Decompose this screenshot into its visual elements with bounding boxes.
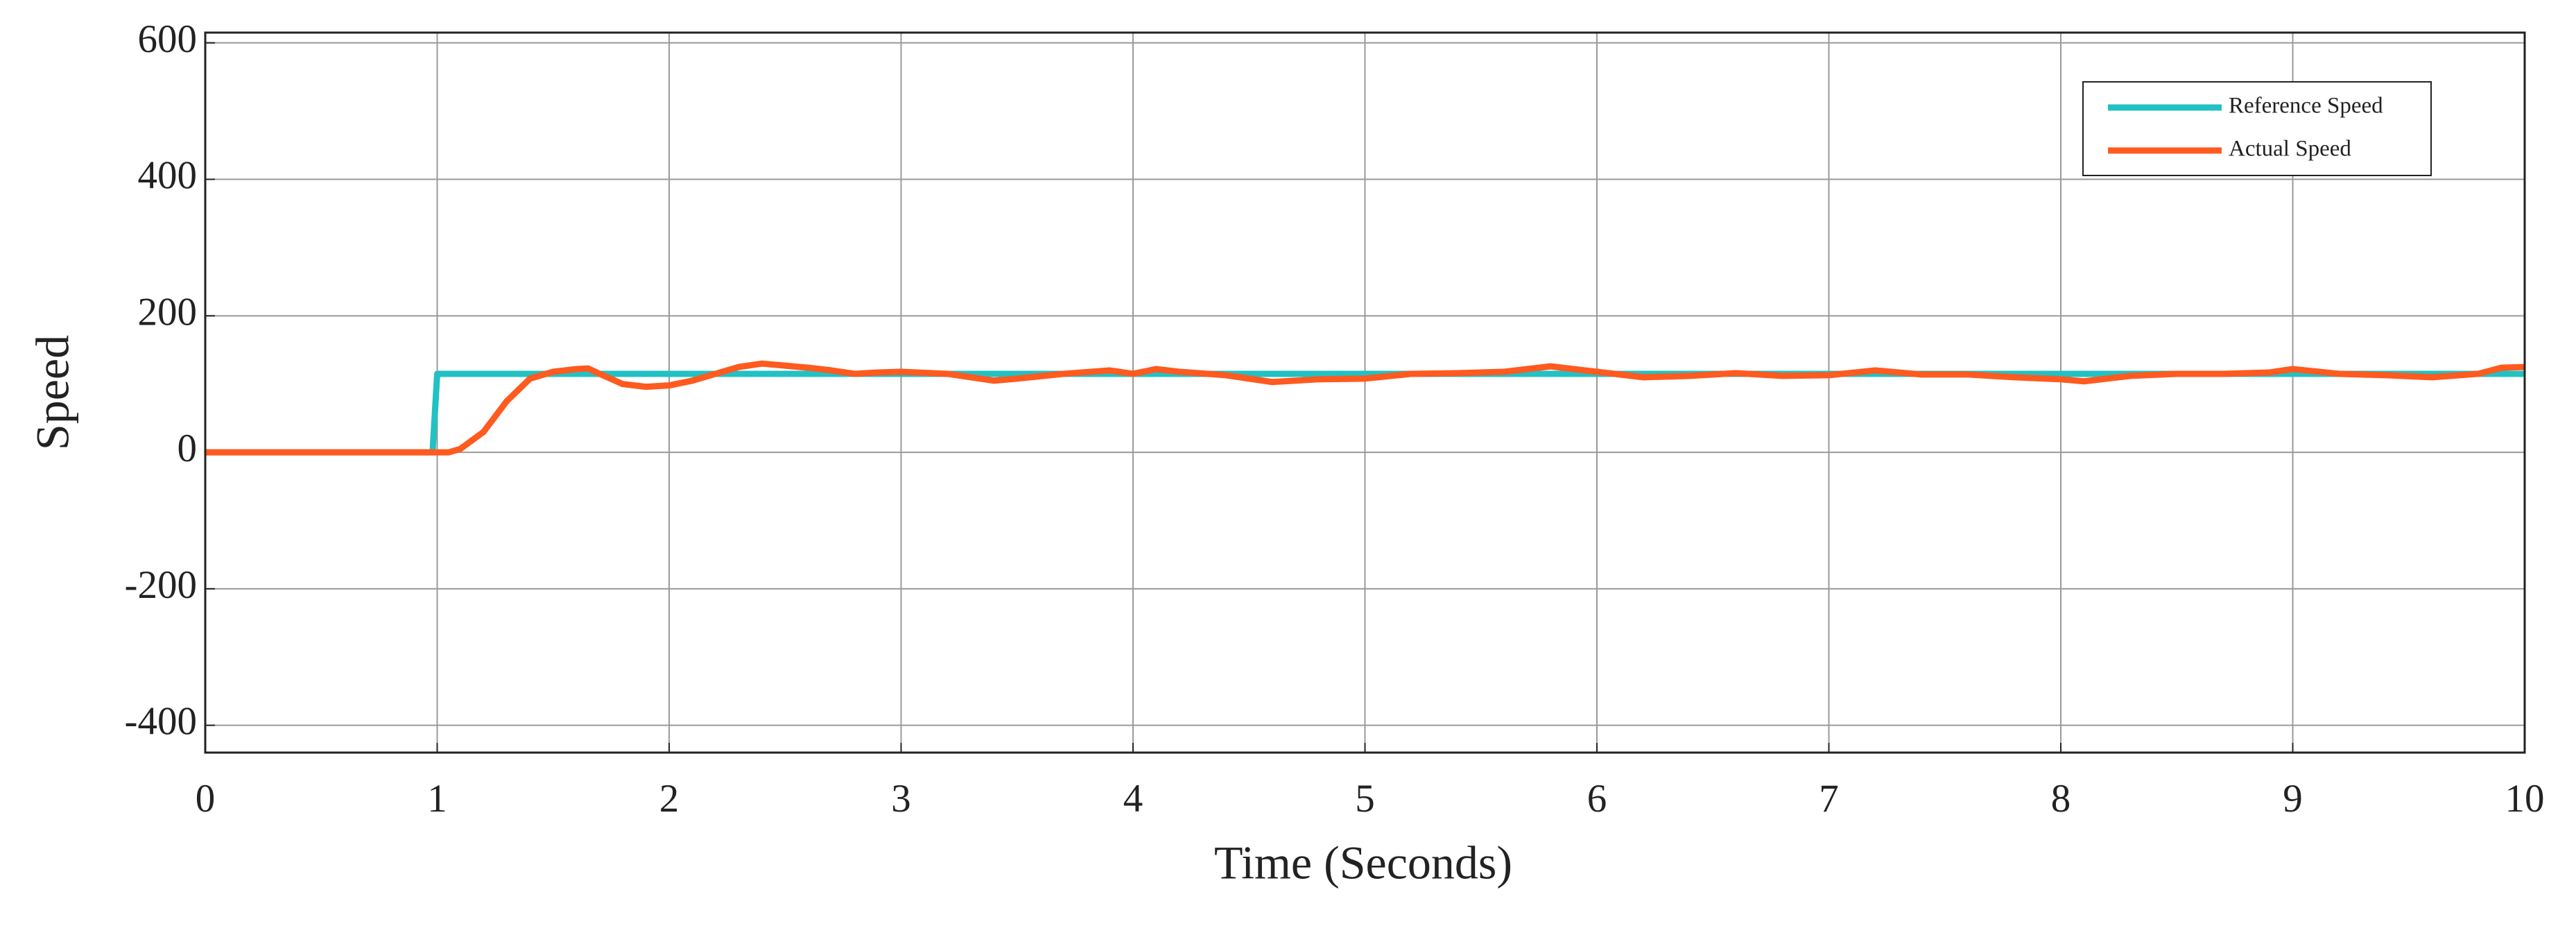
x-tick-label: 4 [1123, 777, 1143, 821]
series-line [205, 360, 2525, 456]
plot-border [204, 31, 2526, 754]
legend: Reference Speed Actual Speed [2082, 81, 2432, 176]
y-tick-label: -200 [125, 563, 197, 607]
legend-box [2082, 81, 2432, 176]
x-tick-label: 6 [1587, 777, 1607, 821]
x-tick-label: 1 [427, 777, 447, 821]
x-axis-label: Time (Seconds) [1214, 837, 1512, 889]
x-tick-label: 7 [1819, 777, 1839, 821]
y-axis-label: Speed [26, 335, 79, 450]
x-tick-label: 2 [659, 777, 680, 821]
y-tick-label: 0 [178, 427, 198, 470]
y-tick-label: 200 [138, 290, 198, 334]
y-tick-label: 400 [138, 154, 198, 198]
legend-label: Actual Speed [2229, 137, 2351, 162]
x-tick-label: 3 [891, 777, 911, 821]
x-tick-label: 10 [2505, 777, 2545, 821]
x-tick-label: 8 [2051, 777, 2071, 821]
x-tick-label: 5 [1355, 777, 1375, 821]
x-tick-label: 9 [2283, 777, 2303, 821]
y-tick-label: 600 [138, 17, 198, 61]
x-tick-label: 0 [196, 777, 216, 821]
legend-label: Reference Speed [2229, 94, 2383, 119]
y-tick-label: -400 [125, 700, 197, 744]
